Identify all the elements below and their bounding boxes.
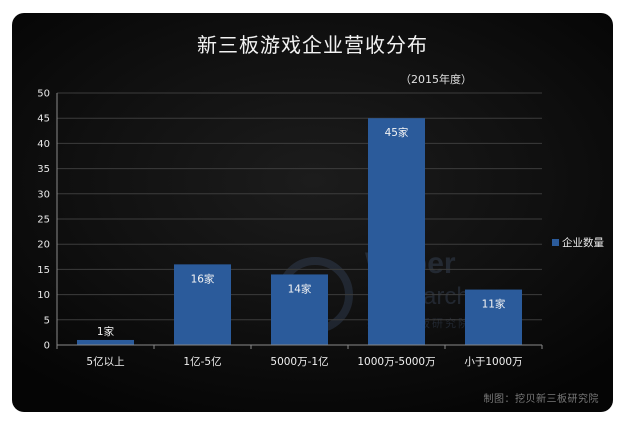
y-tick-label: 45 xyxy=(37,114,50,125)
x-tick-label: 小于1000万 xyxy=(464,356,522,368)
x-tick-label: 5000万-1亿 xyxy=(270,355,328,368)
y-tick-label: 30 xyxy=(37,189,50,200)
y-tick-label: 20 xyxy=(37,240,50,251)
y-tick-label: 15 xyxy=(37,265,50,276)
x-tick-label: 5亿以上 xyxy=(86,355,124,368)
axis-layer xyxy=(56,93,543,349)
y-tick-label: 0 xyxy=(44,341,50,352)
y-tick-label: 40 xyxy=(37,139,50,150)
grid-layer xyxy=(57,92,542,321)
bar-2 xyxy=(271,274,328,345)
bar-0 xyxy=(77,339,134,345)
data-label: 11家 xyxy=(482,298,506,311)
y-tick-label: 50 xyxy=(37,89,50,100)
data-label: 45家 xyxy=(385,126,409,139)
chart-title: 新三板游戏企业营收分布 xyxy=(197,33,428,57)
data-label: 16家 xyxy=(191,272,215,285)
x-tick-label: 1000万-5000万 xyxy=(357,356,435,368)
data-label: 1家 xyxy=(97,325,115,338)
y-tick-label: 25 xyxy=(37,215,50,226)
chart-card: Waber Research 挖贝新三板研究院 0510152025303540… xyxy=(12,13,613,412)
chart-credit: 制图：挖贝新三板研究院 xyxy=(483,394,599,405)
y-tick-label: 5 xyxy=(44,315,50,326)
chart-subtitle: （2015年度） xyxy=(400,73,472,86)
x-tick-label: 1亿-5亿 xyxy=(183,355,221,368)
bar-3 xyxy=(368,118,425,345)
bar-4 xyxy=(465,289,522,345)
data-label: 14家 xyxy=(288,282,312,295)
y-tick-label: 35 xyxy=(37,164,50,175)
bar-layer xyxy=(77,118,522,345)
y-tick-label: 10 xyxy=(37,290,50,301)
label-layer: 0 5 10 15 20 25 30 35 40 45 50 5亿以上 1家 1亿-5亿 16家 5000万-… xyxy=(37,89,522,369)
bar-1 xyxy=(174,264,231,345)
bar-chart: 0 5 10 15 20 25 30 35 40 45 50 5亿以上 1家 1亿-5亿 16家 5000万-… xyxy=(37,89,543,369)
legend: 企业数量 xyxy=(552,235,604,250)
legend-swatch xyxy=(552,239,559,246)
legend-label: 企业数量 xyxy=(562,237,604,249)
